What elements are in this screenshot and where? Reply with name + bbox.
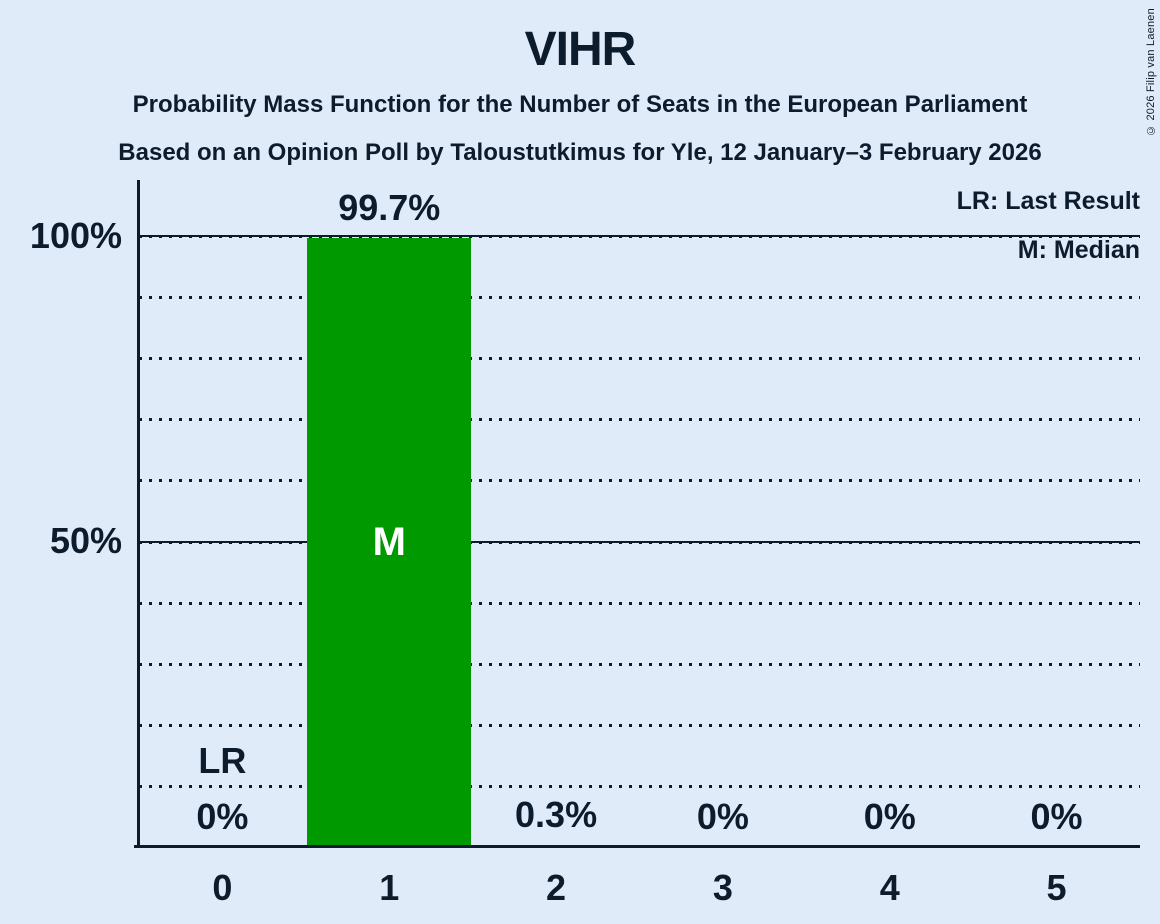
bar-column-3: 0%	[639, 236, 806, 847]
plot-area: LR 0% M 99.7% 0.3% 0% 0%	[139, 187, 1140, 847]
x-tick-label-0: 0	[212, 867, 233, 908]
gridline-90	[139, 296, 1140, 300]
chart-subtitle: Probability Mass Function for the Number…	[132, 91, 1028, 118]
chart-title: VIHR	[524, 23, 637, 76]
x-tick-label-4: 4	[879, 867, 900, 908]
median-marker: M	[372, 519, 406, 564]
bar-column-2: 0.3%	[473, 236, 640, 847]
gridline-40	[139, 601, 1140, 605]
bar-column-0: LR 0%	[139, 236, 306, 847]
legend-median: M: Median	[1017, 236, 1140, 264]
bar-columns: LR 0% M 99.7% 0.3% 0% 0%	[139, 187, 1140, 847]
bar-column-5: 0%	[973, 236, 1140, 847]
gridline-10	[139, 784, 1140, 788]
gridline-80	[139, 357, 1140, 361]
gridline-50-dots	[139, 540, 1140, 544]
x-tick-label-2: 2	[546, 867, 567, 908]
gridline-60	[139, 479, 1140, 483]
y-axis-label-50: 50%	[49, 520, 122, 561]
x-tick-label-3: 3	[712, 867, 733, 908]
bar-column-4: 0%	[806, 236, 973, 847]
gridline-70	[139, 418, 1140, 422]
bar-value-label: 99.7%	[338, 186, 441, 228]
gridline-100-dots	[139, 235, 1140, 238]
x-tick-label-5: 5	[1046, 867, 1067, 908]
gridline-20	[139, 723, 1140, 727]
legend-last-result: LR: Last Result	[956, 187, 1140, 215]
x-tick-label-1: 1	[379, 867, 400, 908]
y-axis-line	[137, 180, 140, 848]
poll-source-subtitle: Based on an Opinion Poll by Taloustutkim…	[118, 139, 1042, 166]
bar-column-1: M 99.7%	[306, 187, 473, 847]
bar-value-label: 0%	[196, 796, 249, 837]
gridline-30	[139, 662, 1140, 666]
bar-value-label: 0%	[863, 796, 916, 837]
bar-value-label: 0%	[696, 796, 749, 837]
y-axis-label-100: 100%	[29, 215, 122, 256]
bar-value-label: 0%	[1030, 796, 1083, 837]
bar-value-label: 0.3%	[515, 794, 598, 836]
copyright-notice: © 2026 Filip van Laenen	[1145, 8, 1157, 136]
probability-bar	[307, 237, 472, 847]
x-axis-labels: 0 1 2 3 4 5	[139, 868, 1140, 908]
x-axis-line	[134, 845, 1140, 848]
last-result-marker: LR	[198, 740, 247, 781]
